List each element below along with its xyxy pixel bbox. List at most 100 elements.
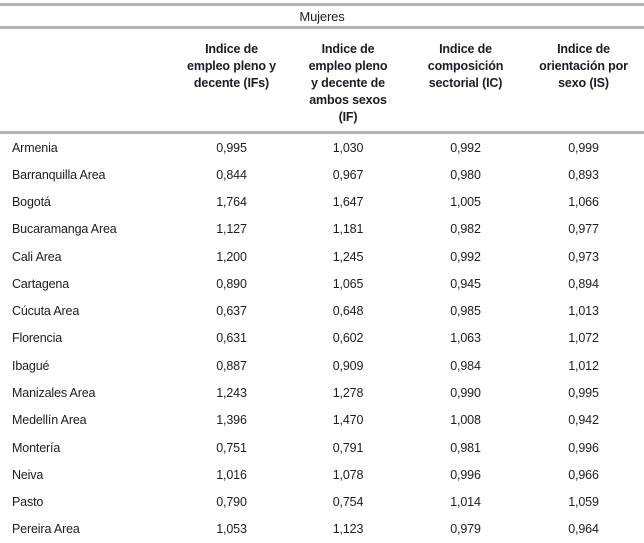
ic-value-cell: 0,984 xyxy=(450,358,481,373)
ifs-value-cell: 0,631 xyxy=(216,331,247,346)
ifs-value-cell: 1,396 xyxy=(216,413,247,428)
column-header-ifs: Indice de empleo pleno y decente (IFs) xyxy=(187,42,276,90)
column-header-is: Indice de orientación por sexo (IS) xyxy=(539,42,628,90)
is-value-cell: 0,995 xyxy=(568,386,599,401)
ic-value-cell: 0,979 xyxy=(450,522,481,537)
is-value-cell: 1,059 xyxy=(568,495,599,510)
city-name-cell: Montería xyxy=(12,440,61,455)
city-name-cell: Armenia xyxy=(12,140,58,155)
city-name-cell: Barranquilla Area xyxy=(12,167,106,182)
ifs-value-cell: 1,016 xyxy=(216,467,247,482)
if-both-sexes-value-cell: 1,078 xyxy=(332,467,364,482)
if-both-sexes-value-cell: 1,245 xyxy=(332,249,364,264)
if-both-sexes-value-cell: 0,754 xyxy=(332,495,364,510)
ic-value-cell: 1,005 xyxy=(450,195,481,210)
if-both-sexes-value-cell: 1,470 xyxy=(332,413,364,428)
table-row: Montería 0,751 0,791 0,981 0,996 xyxy=(0,434,644,461)
ifs-value-cell: 1,127 xyxy=(216,222,247,237)
table-row: Cúcuta Area 0,637 0,648 0,985 1,013 xyxy=(0,298,644,325)
is-value-cell: 0,894 xyxy=(568,276,599,291)
ic-value-cell: 0,985 xyxy=(450,304,481,319)
ifs-value-cell: 0,790 xyxy=(216,495,247,510)
if-both-sexes-value-cell: 0,602 xyxy=(332,331,364,346)
table-row: Pereira Area 1,053 1,123 0,979 0,964 xyxy=(0,516,644,543)
table-body: Armenia 0,995 1,030 0,992 0,999 Barranqu… xyxy=(0,134,644,543)
table-title: Mujeres xyxy=(299,8,345,24)
table-row: Cali Area 1,200 1,245 0,992 0,973 xyxy=(0,243,644,270)
if-both-sexes-value-cell: 0,967 xyxy=(332,167,364,182)
ic-value-cell: 0,982 xyxy=(450,222,481,237)
table-row: Pasto 0,790 0,754 1,014 1,059 xyxy=(0,488,644,515)
ic-value-cell: 0,980 xyxy=(450,167,481,182)
column-header-city xyxy=(0,29,175,131)
table-row: Bucaramanga Area 1,127 1,181 0,982 0,977 xyxy=(0,216,644,243)
ic-value-cell: 0,996 xyxy=(450,467,481,482)
column-header-ic: Indice de composición sectorial (IC) xyxy=(427,42,504,90)
city-name-cell: Florencia xyxy=(12,331,63,346)
city-name-cell: Cali Area xyxy=(12,249,62,264)
ifs-value-cell: 0,890 xyxy=(216,276,247,291)
if-both-sexes-value-cell: 0,648 xyxy=(332,304,364,319)
title-divider-rule xyxy=(0,26,644,29)
ic-value-cell: 1,014 xyxy=(450,495,481,510)
if-both-sexes-value-cell: 1,030 xyxy=(332,140,364,155)
top-rule xyxy=(0,3,644,6)
table-title-row: Mujeres xyxy=(0,6,644,26)
is-value-cell: 0,996 xyxy=(568,440,599,455)
ifs-value-cell: 0,637 xyxy=(216,304,247,319)
ifs-value-cell: 0,844 xyxy=(216,167,247,182)
if-both-sexes-value-cell: 1,278 xyxy=(332,386,364,401)
is-value-cell: 0,977 xyxy=(568,222,599,237)
header-divider-rule xyxy=(0,131,644,134)
ic-value-cell: 0,945 xyxy=(450,276,481,291)
ic-value-cell: 0,992 xyxy=(450,249,481,264)
city-name-cell: Manizales Area xyxy=(12,386,96,401)
is-value-cell: 0,973 xyxy=(568,249,599,264)
if-both-sexes-value-cell: 1,181 xyxy=(332,222,364,237)
city-name-cell: Neiva xyxy=(12,467,44,482)
table-row: Medellín Area 1,396 1,470 1,008 0,942 xyxy=(0,407,644,434)
city-name-cell: Bogotá xyxy=(12,195,51,210)
ifs-value-cell: 1,243 xyxy=(216,386,247,401)
if-both-sexes-value-cell: 1,065 xyxy=(332,276,364,291)
is-value-cell: 0,942 xyxy=(568,413,599,428)
city-name-cell: Cúcuta Area xyxy=(12,304,80,319)
is-value-cell: 1,072 xyxy=(568,331,599,346)
ic-value-cell: 0,990 xyxy=(450,386,481,401)
ic-value-cell: 0,992 xyxy=(450,140,481,155)
is-value-cell: 0,964 xyxy=(568,522,599,537)
if-both-sexes-value-cell: 1,647 xyxy=(332,195,364,210)
ifs-value-cell: 0,887 xyxy=(216,358,247,373)
table-row: Florencia 0,631 0,602 1,063 1,072 xyxy=(0,325,644,352)
city-name-cell: Pereira Area xyxy=(12,522,80,537)
ifs-value-cell: 1,764 xyxy=(216,195,247,210)
is-value-cell: 1,013 xyxy=(568,304,599,319)
if-both-sexes-value-cell: 0,791 xyxy=(332,440,364,455)
ifs-value-cell: 0,751 xyxy=(216,440,247,455)
table-row: Barranquilla Area 0,844 0,967 0,980 0,89… xyxy=(0,161,644,188)
ifs-value-cell: 1,200 xyxy=(216,249,247,264)
table-row: Neiva 1,016 1,078 0,996 0,966 xyxy=(0,461,644,488)
city-name-cell: Ibagué xyxy=(12,358,50,373)
is-value-cell: 0,999 xyxy=(568,140,599,155)
table-row: Manizales Area 1,243 1,278 0,990 0,995 xyxy=(0,379,644,406)
if-both-sexes-value-cell: 1,123 xyxy=(332,522,364,537)
table-row: Ibagué 0,887 0,909 0,984 1,012 xyxy=(0,352,644,379)
table-row: Armenia 0,995 1,030 0,992 0,999 xyxy=(0,134,644,161)
is-value-cell: 1,012 xyxy=(568,358,599,373)
column-header-if-both-sexes: Indice de empleo pleno y decente de ambo… xyxy=(308,42,388,124)
ic-value-cell: 0,981 xyxy=(450,440,481,455)
is-value-cell: 1,066 xyxy=(568,195,599,210)
table-row: Bogotá 1,764 1,647 1,005 1,066 xyxy=(0,189,644,216)
ic-value-cell: 1,063 xyxy=(450,331,481,346)
ic-value-cell: 1,008 xyxy=(450,413,481,428)
is-value-cell: 0,893 xyxy=(568,167,599,182)
city-name-cell: Medellín Area xyxy=(12,413,87,428)
is-value-cell: 0,966 xyxy=(568,467,599,482)
city-name-cell: Pasto xyxy=(12,495,44,510)
city-name-cell: Bucaramanga Area xyxy=(12,222,117,237)
if-both-sexes-value-cell: 0,909 xyxy=(332,358,364,373)
ifs-value-cell: 1,053 xyxy=(216,522,247,537)
table-row: Cartagena 0,890 1,065 0,945 0,894 xyxy=(0,270,644,297)
